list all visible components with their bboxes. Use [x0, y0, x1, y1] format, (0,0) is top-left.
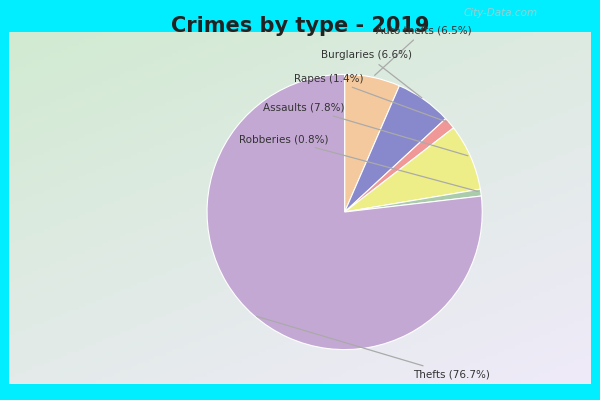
- Text: Auto thefts (6.5%): Auto thefts (6.5%): [374, 25, 472, 75]
- Text: Rapes (1.4%): Rapes (1.4%): [294, 74, 447, 122]
- Text: Robberies (0.8%): Robberies (0.8%): [239, 134, 478, 192]
- Text: Assaults (7.8%): Assaults (7.8%): [263, 102, 468, 156]
- Wedge shape: [344, 74, 400, 212]
- Wedge shape: [344, 189, 481, 212]
- Wedge shape: [344, 119, 454, 212]
- Text: City-Data.com: City-Data.com: [463, 8, 537, 18]
- Text: Burglaries (6.6%): Burglaries (6.6%): [321, 50, 422, 98]
- Wedge shape: [344, 128, 481, 212]
- Wedge shape: [344, 86, 446, 212]
- Text: Thefts (76.7%): Thefts (76.7%): [257, 316, 490, 379]
- Text: Crimes by type - 2019: Crimes by type - 2019: [171, 16, 429, 36]
- Wedge shape: [207, 74, 482, 350]
